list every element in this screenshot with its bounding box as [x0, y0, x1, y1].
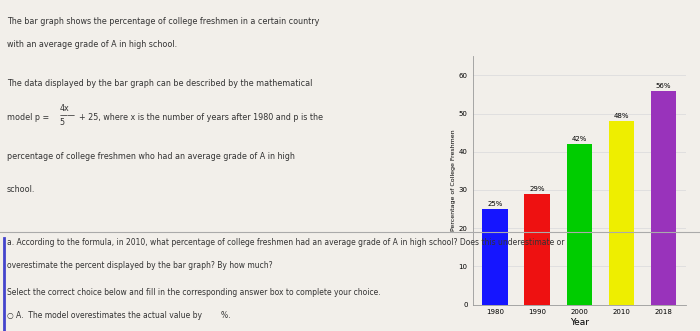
Text: ○ A.  The model overestimates the actual value by        %.: ○ A. The model overestimates the actual …: [7, 311, 230, 320]
X-axis label: Year: Year: [570, 318, 589, 327]
Text: + 25, where x is the number of years after 1980 and p is the: + 25, where x is the number of years aft…: [79, 113, 323, 121]
Text: 25%: 25%: [487, 201, 503, 207]
Text: 42%: 42%: [572, 136, 587, 142]
Text: model p =: model p =: [7, 113, 49, 121]
Text: 56%: 56%: [656, 83, 671, 89]
Text: The data displayed by the bar graph can be described by the mathematical: The data displayed by the bar graph can …: [7, 79, 312, 88]
Text: with an average grade of A in high school.: with an average grade of A in high schoo…: [7, 40, 177, 49]
Text: school.: school.: [7, 185, 36, 194]
Text: The bar graph shows the percentage of college freshmen in a certain country: The bar graph shows the percentage of co…: [7, 17, 319, 25]
Text: a. According to the formula, in 2010, what percentage of college freshmen had an: a. According to the formula, in 2010, wh…: [7, 238, 564, 247]
Bar: [482, 209, 508, 305]
Text: 4x: 4x: [60, 104, 69, 113]
Text: overestimate the percent displayed by the bar graph? By how much?: overestimate the percent displayed by th…: [7, 261, 272, 270]
Bar: [566, 144, 592, 305]
Bar: [651, 91, 676, 305]
Text: ——: ——: [60, 111, 76, 120]
Text: Select the correct choice below and fill in the corresponding answer box to comp: Select the correct choice below and fill…: [7, 288, 381, 297]
Text: 29%: 29%: [529, 186, 545, 192]
Bar: [609, 121, 634, 305]
Y-axis label: Percentage of College Freshmen: Percentage of College Freshmen: [451, 129, 456, 231]
Text: percentage of college freshmen who had an average grade of A in high: percentage of college freshmen who had a…: [7, 152, 295, 161]
Bar: [524, 194, 550, 305]
Text: 48%: 48%: [614, 113, 629, 119]
Text: 5: 5: [60, 118, 64, 126]
